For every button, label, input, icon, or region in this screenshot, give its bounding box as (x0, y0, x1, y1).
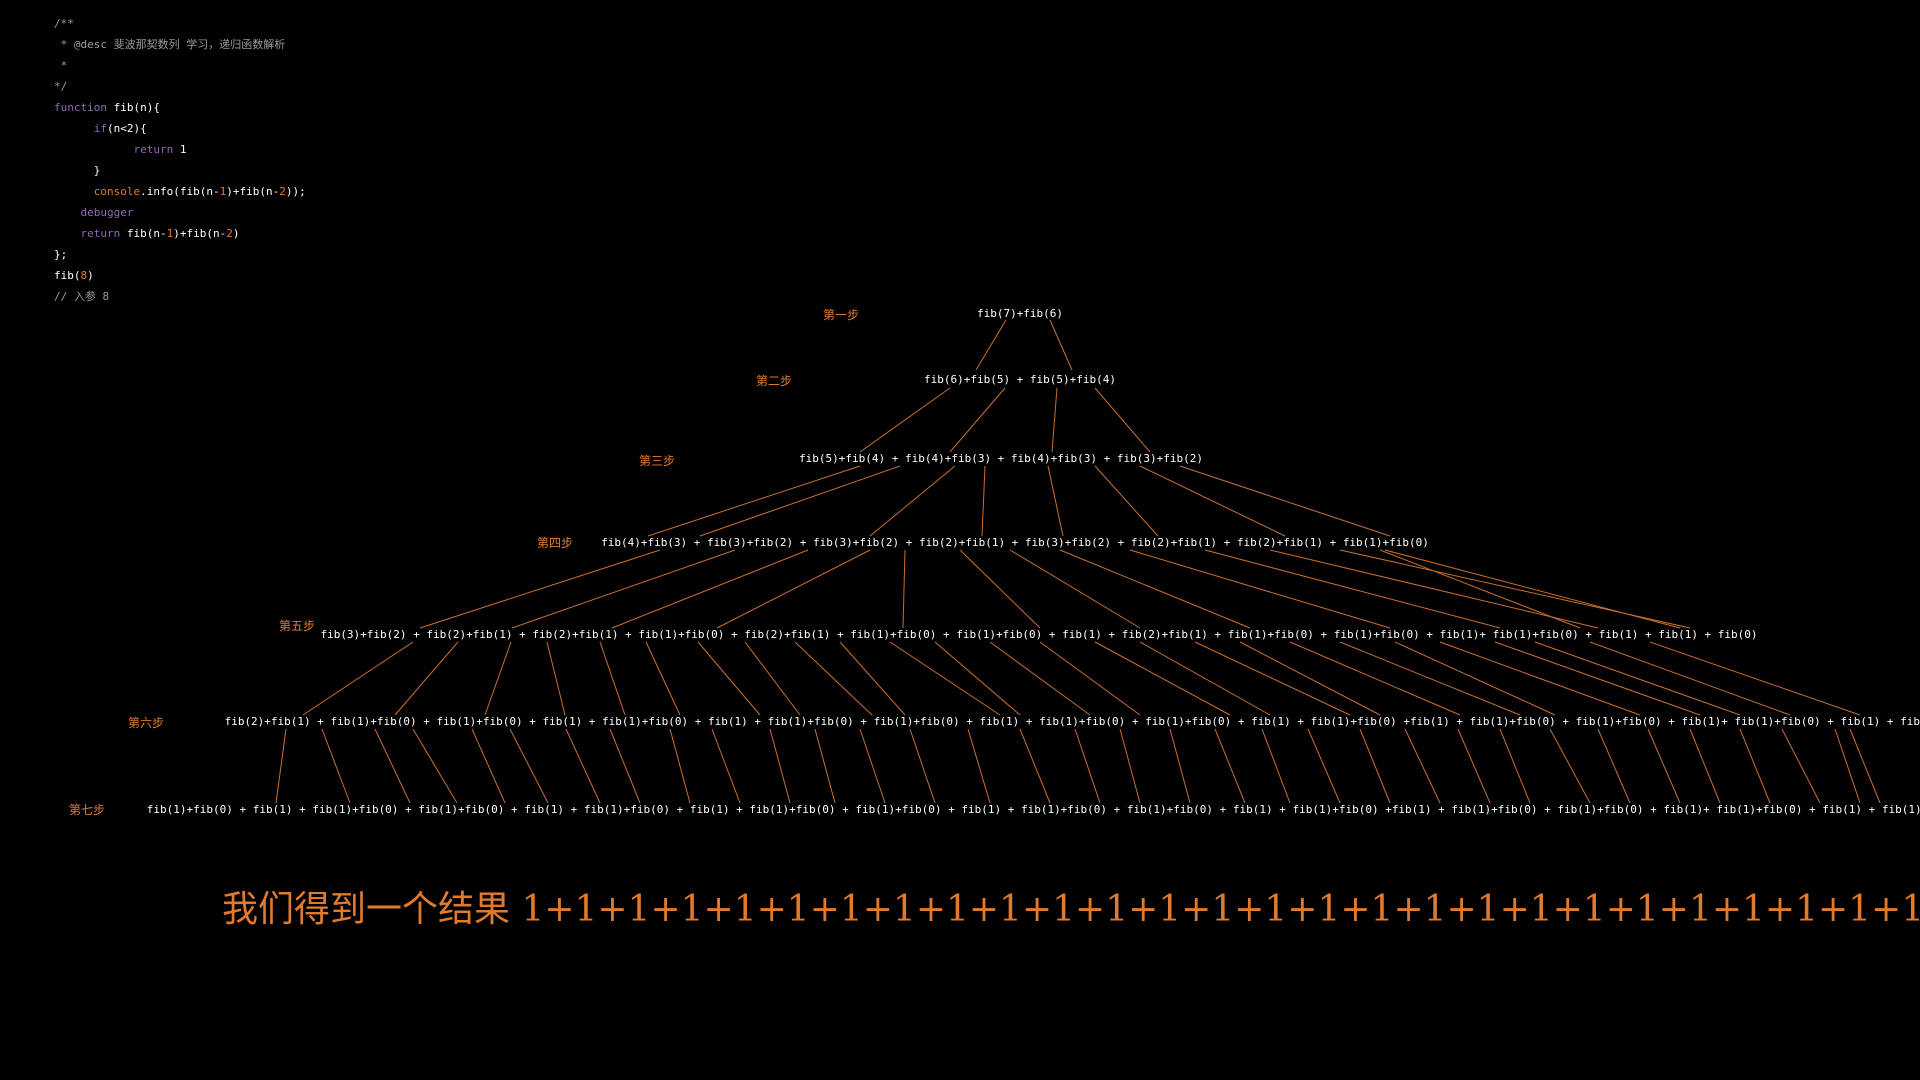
tree-connector-line (1040, 642, 1140, 715)
step-expression-3: fib(5)+fib(4) + fib(4)+fib(3) + fib(4)+f… (799, 452, 1203, 465)
tree-connector-line (815, 729, 835, 803)
step-label-1: 第一步 (823, 306, 859, 323)
tree-connector-line (1598, 729, 1630, 803)
tree-connector-line (1075, 729, 1100, 803)
tree-connector-line (1262, 729, 1290, 803)
tree-connector-line (1405, 729, 1440, 803)
tree-connector-line (375, 729, 410, 803)
tree-connector-line (1440, 642, 1640, 715)
tree-connector-line (745, 642, 800, 715)
tree-connector-line (413, 729, 457, 803)
tree-connector-line (1835, 729, 1860, 803)
tree-connector-line (1648, 729, 1680, 803)
tree-connector-line (1850, 729, 1880, 803)
tree-connector-line (910, 729, 935, 803)
step-expression-6: fib(2)+fib(1) + fib(1)+fib(0) + fib(1)+f… (225, 715, 1920, 728)
tree-connector-line (1095, 642, 1230, 715)
tree-connector-line (1240, 642, 1380, 715)
tree-connector-line (700, 466, 900, 536)
tree-connector-line (1010, 550, 1140, 628)
tree-connector-line (982, 466, 985, 536)
tree-connector-line (1308, 729, 1340, 803)
step-label-6: 第六步 (128, 714, 164, 731)
tree-connector-line (322, 729, 350, 803)
tree-connector-line (795, 642, 872, 715)
tree-connector-line (860, 729, 885, 803)
step-label-2: 第二步 (756, 372, 792, 389)
tree-connector-line (1340, 642, 1520, 715)
tree-connector-line (1290, 642, 1460, 715)
tree-connector-line (1550, 729, 1590, 803)
tree-connector-line (1048, 466, 1063, 536)
tree-connector-line (566, 729, 600, 803)
tree-connector-line (1395, 642, 1555, 715)
step-expression-7: fib(1)+fib(0) + fib(1) + fib(1)+fib(0) +… (147, 803, 1920, 816)
tree-connector-line (600, 642, 625, 715)
step-label-7: 第七步 (69, 801, 105, 818)
tree-connector-line (1535, 642, 1740, 715)
tree-connector-line (303, 642, 413, 715)
tree-connector-line (1170, 729, 1190, 803)
tree-connector-line (612, 550, 808, 628)
tree-connector-line (968, 729, 990, 803)
tree-connector-line (1690, 729, 1720, 803)
tree-connector-line (1020, 729, 1050, 803)
tree-connector-line (935, 642, 1020, 715)
tree-connector-line (1458, 729, 1490, 803)
tree-connector-line (670, 729, 690, 803)
tree-connector-line (1380, 550, 1580, 628)
tree-connector-line (1385, 550, 1680, 628)
tree-connector-line (1195, 642, 1350, 715)
tree-connector-line (1050, 320, 1072, 370)
tree-connector-line (1120, 729, 1140, 803)
tree-connector-line (840, 642, 905, 715)
tree-connector-line (860, 388, 950, 452)
tree-connector-line (1095, 388, 1150, 452)
tree-connector-line (950, 388, 1005, 452)
tree-connector-line (547, 642, 565, 715)
tree-connector-line (648, 466, 860, 536)
tree-connector-line (510, 729, 548, 803)
tree-connector-line (717, 550, 870, 628)
step-label-3: 第三步 (639, 452, 675, 469)
tree-connector-line (903, 550, 905, 628)
tree-connector-line (870, 466, 955, 536)
tree-connector-line (610, 729, 640, 803)
tree-connector-line (890, 642, 1000, 715)
step-expression-4: fib(4)+fib(3) + fib(3)+fib(2) + fib(3)+f… (601, 536, 1429, 549)
tree-connector-line (960, 550, 1040, 628)
tree-connector-line (990, 642, 1090, 715)
tree-connector-line (1650, 642, 1860, 715)
result-text: 我们得到一个结果 1+1+1+1+1+1+1+1+1+1+1+1+1+1+1+1… (222, 880, 1920, 932)
tree-connector-line (770, 729, 790, 803)
tree-connector-line (472, 729, 505, 803)
tree-connector-line (1782, 729, 1820, 803)
tree-connector-line (1740, 729, 1770, 803)
step-label-4: 第四步 (537, 534, 573, 551)
tree-connector-line (976, 320, 1006, 370)
tree-connector-line (395, 642, 458, 715)
tree-connector-line (646, 642, 680, 715)
step-expression-5: fib(3)+fib(2) + fib(2)+fib(1) + fib(2)+f… (320, 628, 1757, 641)
step-expression-1: fib(7)+fib(6) (977, 307, 1063, 320)
step-expression-2: fib(6)+fib(5) + fib(5)+fib(4) (924, 373, 1116, 386)
tree-connector-line (1495, 642, 1700, 715)
tree-connector-line (1052, 388, 1057, 452)
tree-connector-line (1590, 642, 1790, 715)
tree-connector-line (1360, 729, 1390, 803)
tree-connector-line (485, 642, 511, 715)
step-label-5: 第五步 (279, 617, 315, 634)
tree-connector-line (1095, 466, 1158, 536)
tree-connector-line (712, 729, 740, 803)
tree-connector-line (698, 642, 760, 715)
tree-connector-line (276, 729, 286, 803)
tree-connector-line (1215, 729, 1245, 803)
tree-connector-line (1140, 642, 1270, 715)
tree-connector-line (1500, 729, 1530, 803)
tree-connector-line (1060, 550, 1250, 628)
